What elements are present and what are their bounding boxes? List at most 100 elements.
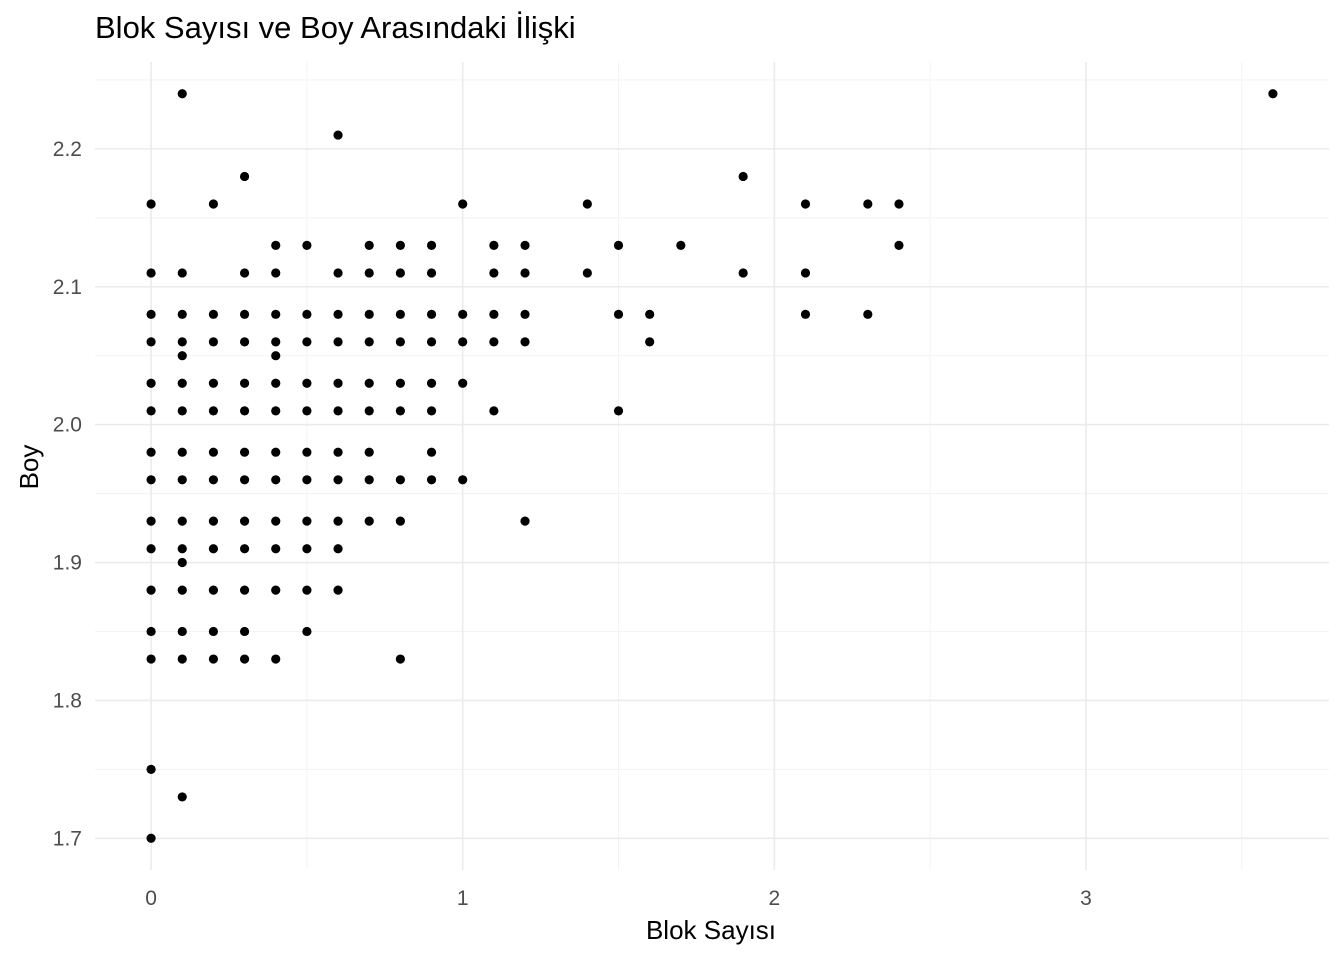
data-point xyxy=(208,199,219,209)
data-point xyxy=(800,309,811,319)
data-point xyxy=(458,475,468,485)
data-point xyxy=(208,544,219,554)
y-tick-label: 1.9 xyxy=(53,552,82,575)
data-point xyxy=(1268,89,1278,99)
data-point xyxy=(520,309,530,319)
data-point xyxy=(146,626,156,637)
data-point xyxy=(426,378,437,388)
data-point xyxy=(208,516,219,526)
data-point xyxy=(676,240,686,250)
data-point xyxy=(177,447,187,457)
data-point xyxy=(364,447,374,457)
data-point xyxy=(239,475,250,485)
data-point xyxy=(271,654,281,664)
data-point xyxy=(302,516,312,526)
y-axis-label: Boy xyxy=(14,445,44,490)
data-point xyxy=(239,268,250,278)
data-point xyxy=(239,447,250,457)
data-point xyxy=(208,406,219,416)
data-point xyxy=(395,337,405,347)
data-point xyxy=(239,544,250,554)
data-point xyxy=(302,240,312,250)
data-point xyxy=(520,516,530,526)
data-point xyxy=(520,240,530,250)
data-point xyxy=(302,447,312,457)
data-point xyxy=(208,337,219,347)
data-point xyxy=(489,406,499,416)
data-point xyxy=(395,475,405,485)
data-point xyxy=(208,378,219,388)
data-point xyxy=(613,406,624,416)
data-point xyxy=(239,585,250,595)
data-point xyxy=(146,516,156,526)
data-point xyxy=(177,626,187,637)
y-tick-label: 1.8 xyxy=(53,689,82,712)
data-point xyxy=(395,309,405,319)
data-point xyxy=(271,268,281,278)
data-point xyxy=(271,447,281,457)
y-tick-label: 2.0 xyxy=(53,414,82,437)
data-point xyxy=(239,516,250,526)
data-point xyxy=(177,544,187,554)
data-point xyxy=(146,309,156,319)
data-point xyxy=(177,792,187,802)
data-point xyxy=(177,406,187,416)
data-point xyxy=(146,833,156,843)
x-tick-labels: 0 1 2 3 xyxy=(145,887,1092,910)
data-point xyxy=(333,406,343,416)
data-point xyxy=(395,406,405,416)
data-point xyxy=(146,544,156,554)
data-point xyxy=(239,406,250,416)
data-point xyxy=(146,378,156,388)
data-point xyxy=(364,240,374,250)
grid-lines xyxy=(95,62,1329,870)
data-point xyxy=(271,240,281,250)
y-tick-label: 1.7 xyxy=(53,827,82,850)
data-point xyxy=(208,654,219,664)
data-point xyxy=(582,199,592,209)
x-tick-label: 2 xyxy=(768,887,780,910)
data-point xyxy=(239,626,250,637)
data-point xyxy=(364,406,374,416)
data-point xyxy=(364,309,374,319)
data-point xyxy=(364,475,374,485)
data-point xyxy=(208,475,219,485)
data-point xyxy=(489,268,499,278)
data-point xyxy=(302,475,312,485)
data-point xyxy=(146,406,156,416)
data-point xyxy=(302,544,312,554)
data-point xyxy=(271,351,281,361)
data-point xyxy=(426,309,437,319)
data-point xyxy=(489,337,499,347)
data-point xyxy=(302,585,312,595)
data-point xyxy=(426,337,437,347)
data-point xyxy=(302,378,312,388)
data-point xyxy=(177,351,187,361)
data-point xyxy=(364,378,374,388)
data-point xyxy=(239,378,250,388)
data-point xyxy=(800,268,811,278)
data-point xyxy=(426,475,437,485)
data-points xyxy=(146,89,1278,843)
data-point xyxy=(302,337,312,347)
data-point xyxy=(271,544,281,554)
data-point xyxy=(177,516,187,526)
data-point xyxy=(863,199,873,209)
y-tick-labels: 1.7 1.8 1.9 2.0 2.1 2.2 xyxy=(53,138,82,850)
data-point xyxy=(364,268,374,278)
data-point xyxy=(333,130,343,140)
data-point xyxy=(177,475,187,485)
data-point xyxy=(302,626,312,637)
data-point xyxy=(146,268,156,278)
data-point xyxy=(146,764,156,774)
chart-title: Blok Sayısı ve Boy Arasındaki İlişki xyxy=(95,10,576,45)
y-tick-label: 2.2 xyxy=(53,138,82,161)
data-point xyxy=(489,240,499,250)
data-point xyxy=(271,378,281,388)
data-point xyxy=(894,199,904,209)
data-point xyxy=(458,309,468,319)
data-point xyxy=(271,516,281,526)
data-point xyxy=(738,268,748,278)
data-point xyxy=(177,309,187,319)
